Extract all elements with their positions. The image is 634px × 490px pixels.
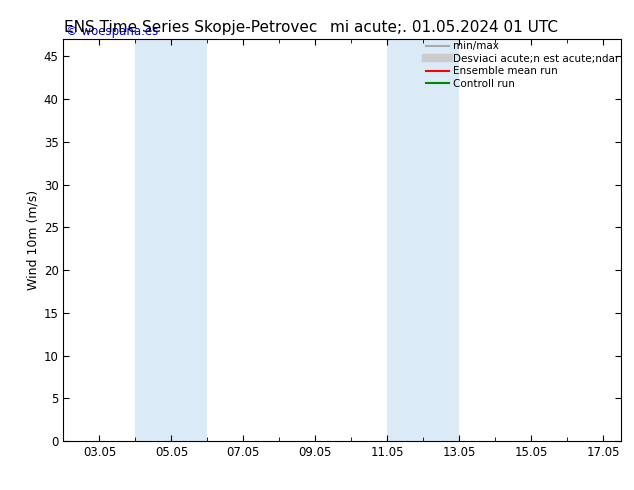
Text: ENS Time Series Skopje-Petrovec: ENS Time Series Skopje-Petrovec xyxy=(63,20,317,35)
Text: © woespana.es: © woespana.es xyxy=(66,25,158,38)
Y-axis label: Wind 10m (m/s): Wind 10m (m/s) xyxy=(27,190,39,290)
Legend: min/max, Desviaci acute;n est acute;ndar, Ensemble mean run, Controll run: min/max, Desviaci acute;n est acute;ndar… xyxy=(426,41,619,89)
Text: mi acute;. 01.05.2024 01 UTC: mi acute;. 01.05.2024 01 UTC xyxy=(330,20,558,35)
Bar xyxy=(387,39,460,441)
Bar xyxy=(136,39,207,441)
